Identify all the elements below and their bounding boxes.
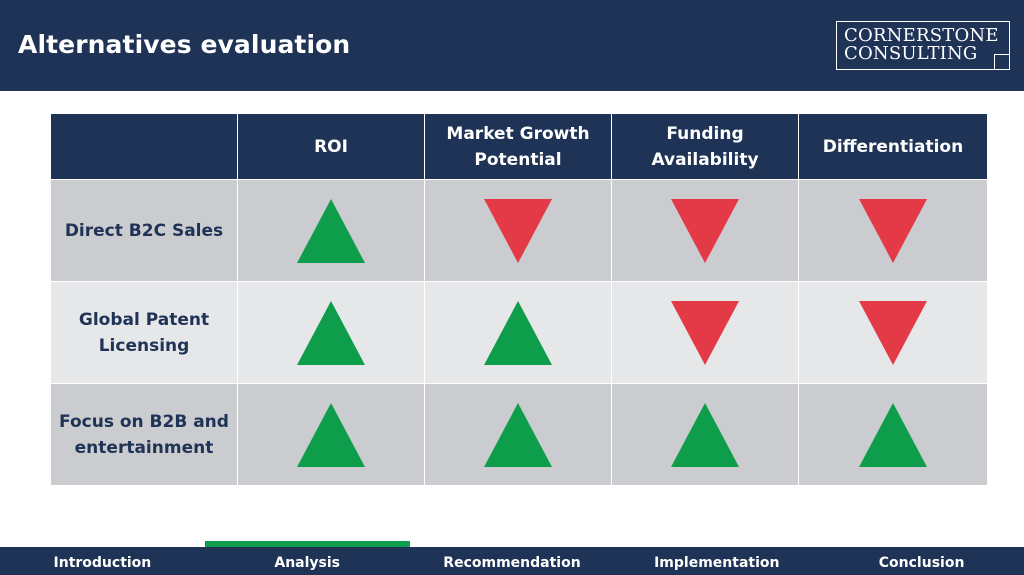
row-label-global-patent: Global Patent Licensing [51, 282, 238, 384]
up-triangle-icon [297, 198, 365, 263]
rating-cell [238, 180, 425, 282]
rating-cell [425, 282, 612, 384]
rating-cell [425, 384, 612, 486]
up-triangle-icon [297, 402, 365, 467]
logo-line-1: CORNERSTONE [844, 25, 999, 46]
rating-cell [799, 180, 987, 282]
nav-item-implementation[interactable]: Implementation [614, 547, 819, 575]
up-triangle-icon [484, 402, 552, 467]
table-header-corner [51, 114, 238, 180]
column-header-roi: ROI [238, 114, 425, 180]
nav-label: Conclusion [878, 555, 965, 571]
down-triangle-icon [859, 300, 927, 365]
header-bar: Alternatives evaluation CORNERSTONE CONS… [0, 0, 1024, 91]
up-triangle-icon [859, 402, 927, 467]
nav-active-indicator [204, 541, 410, 547]
logo-corner-mark [994, 54, 1010, 70]
rating-cell [238, 282, 425, 384]
rating-cell [425, 180, 612, 282]
down-triangle-icon [484, 198, 552, 263]
rating-cell [799, 384, 987, 486]
up-triangle-icon [671, 402, 739, 467]
nav-item-analysis[interactable]: Analysis [204, 541, 410, 575]
up-triangle-icon [484, 300, 552, 365]
nav-item-introduction[interactable]: Introduction [0, 547, 205, 575]
row-label-focus-b2b: Focus on B2B and entertainment [51, 384, 238, 486]
up-triangle-icon [297, 300, 365, 365]
page-title: Alternatives evaluation [18, 30, 351, 59]
column-header-funding: Funding Availability [612, 114, 799, 180]
bottom-navigation: Introduction Analysis Recommendation Imp… [0, 541, 1024, 575]
evaluation-table: ROI Market Growth Potential Funding Avai… [51, 114, 987, 486]
rating-cell [238, 384, 425, 486]
row-label-direct-b2c: Direct B2C Sales [51, 180, 238, 282]
down-triangle-icon [859, 198, 927, 263]
column-header-market-growth: Market Growth Potential [425, 114, 612, 180]
nav-label: Implementation [654, 555, 780, 571]
nav-item-recommendation[interactable]: Recommendation [410, 547, 615, 575]
nav-label: Recommendation [443, 555, 581, 571]
logo-line-2: CONSULTING [844, 43, 978, 64]
column-header-differentiation: Differentiation [799, 114, 987, 180]
rating-cell [612, 282, 799, 384]
nav-label: Analysis [274, 555, 341, 571]
nav-label: Introduction [53, 555, 152, 571]
down-triangle-icon [671, 198, 739, 263]
company-logo: CORNERSTONE CONSULTING [836, 21, 1010, 70]
rating-cell [799, 282, 987, 384]
rating-cell [612, 180, 799, 282]
rating-cell [612, 384, 799, 486]
down-triangle-icon [671, 300, 739, 365]
nav-item-conclusion[interactable]: Conclusion [819, 547, 1024, 575]
